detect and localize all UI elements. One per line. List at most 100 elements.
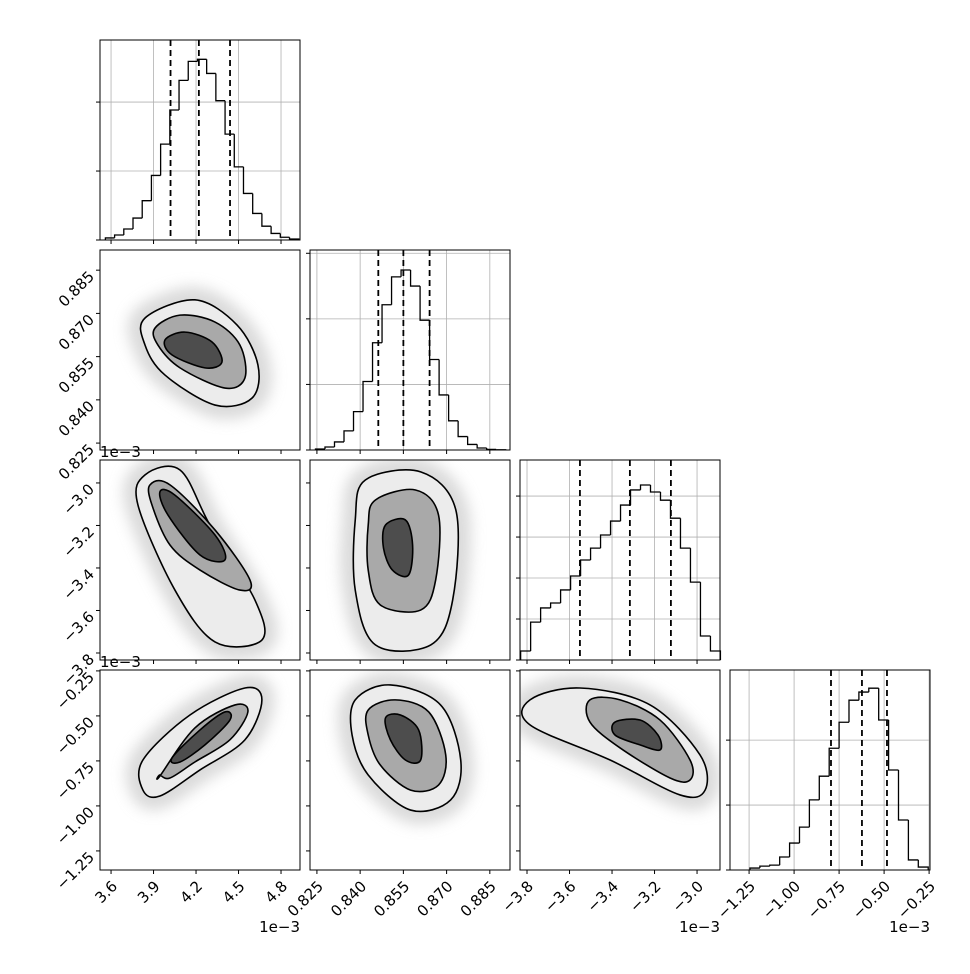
histogram-step bbox=[279, 233, 290, 238]
contour bbox=[158, 488, 227, 563]
histogram-step bbox=[709, 636, 722, 660]
histogram-step bbox=[113, 234, 124, 238]
histogram-step bbox=[907, 820, 919, 861]
histogram-step bbox=[123, 228, 134, 235]
y-tick-label: −1.25 bbox=[53, 848, 98, 893]
x-tick-label: −0.25 bbox=[894, 877, 939, 922]
histogram-step bbox=[569, 575, 581, 590]
histogram-step bbox=[749, 867, 760, 870]
histogram-step bbox=[270, 226, 281, 235]
x-tick-label: −3.2 bbox=[626, 877, 664, 915]
histogram-step bbox=[371, 342, 383, 382]
histogram-step bbox=[419, 286, 430, 321]
y-tick-label: 0.870 bbox=[55, 311, 98, 354]
axes-frame bbox=[519, 669, 721, 871]
histogram-step bbox=[178, 79, 189, 110]
x-offset-label: 1e−3 bbox=[259, 918, 300, 936]
histogram-step bbox=[324, 446, 335, 450]
histogram-step bbox=[486, 448, 497, 450]
axes-frame bbox=[309, 459, 511, 661]
histogram-step bbox=[224, 100, 235, 135]
histogram-step bbox=[779, 856, 790, 866]
histogram-step bbox=[141, 200, 152, 219]
histogram-step bbox=[887, 720, 899, 771]
x-tick-label: 0.870 bbox=[414, 877, 457, 920]
histogram-step bbox=[400, 269, 411, 277]
histogram-step bbox=[549, 602, 561, 608]
y-tick-label: −3.6 bbox=[60, 608, 98, 646]
density-panel bbox=[125, 674, 275, 811]
histogram-step bbox=[619, 504, 631, 522]
histogram-step bbox=[233, 134, 244, 168]
contour bbox=[384, 713, 423, 764]
contour bbox=[170, 710, 233, 764]
x-offset-label: 1e−3 bbox=[889, 918, 930, 936]
density-panel bbox=[127, 286, 273, 420]
histogram-step bbox=[539, 607, 551, 623]
axes-frame bbox=[99, 249, 301, 451]
histogram-step bbox=[132, 217, 143, 229]
contour bbox=[163, 331, 223, 369]
histogram-step bbox=[798, 826, 810, 844]
histogram-step bbox=[838, 721, 849, 749]
histogram-step bbox=[609, 520, 621, 535]
y-offset-label: 1e−3 bbox=[100, 653, 141, 671]
x-tick-label: 3.9 bbox=[134, 877, 164, 907]
histogram-step bbox=[649, 485, 661, 493]
y-tick-label: −3.0 bbox=[60, 480, 98, 518]
histogram-step bbox=[215, 73, 226, 102]
histogram-step bbox=[252, 193, 262, 215]
histogram-step bbox=[390, 276, 402, 305]
histogram-step bbox=[599, 534, 611, 549]
histogram-step bbox=[868, 687, 879, 693]
histogram-step bbox=[659, 491, 671, 501]
histogram-step bbox=[333, 441, 345, 447]
x-tick-label: 3.6 bbox=[91, 877, 121, 907]
histogram-step bbox=[639, 484, 651, 490]
histogram-step bbox=[381, 304, 392, 343]
histogram-step bbox=[352, 410, 364, 431]
histogram-step bbox=[699, 582, 711, 637]
x-tick-label: 4.2 bbox=[176, 877, 206, 907]
histogram-step bbox=[828, 747, 840, 777]
histogram-step bbox=[669, 500, 681, 519]
y-tick-label: 0.855 bbox=[55, 354, 98, 397]
histogram-step bbox=[206, 59, 216, 75]
histogram-step bbox=[878, 688, 889, 721]
x-tick-label: −1.25 bbox=[714, 877, 759, 922]
histogram-step bbox=[457, 420, 468, 438]
histogram-step bbox=[529, 621, 541, 651]
histogram-step bbox=[242, 166, 253, 195]
histogram-step bbox=[897, 770, 909, 821]
y-offset-label: 1e−3 bbox=[100, 443, 141, 461]
histogram-step bbox=[409, 270, 421, 287]
histogram-step bbox=[428, 320, 440, 361]
y-tick-label: −0.50 bbox=[53, 713, 98, 758]
x-tick-label: 0.840 bbox=[327, 877, 370, 920]
axes-frame bbox=[99, 669, 301, 871]
x-tick-label: 0.825 bbox=[284, 877, 327, 920]
axes-frame bbox=[519, 459, 721, 661]
histogram-step bbox=[848, 699, 859, 723]
contour bbox=[611, 718, 663, 752]
x-tick-label: 0.855 bbox=[370, 877, 413, 920]
histogram-step bbox=[858, 691, 869, 701]
histogram-step bbox=[579, 559, 591, 576]
x-tick-label: −0.50 bbox=[849, 877, 894, 922]
histogram-step bbox=[917, 859, 929, 870]
histogram-step bbox=[808, 799, 820, 828]
x-tick-label: −3.4 bbox=[584, 877, 622, 915]
histogram-step bbox=[769, 864, 780, 867]
histogram-step bbox=[261, 213, 272, 227]
y-tick-label: 0.885 bbox=[55, 267, 98, 310]
x-tick-label: 4.5 bbox=[219, 877, 249, 907]
axes-frame bbox=[99, 39, 301, 241]
x-tick-label: −0.75 bbox=[804, 877, 849, 922]
x-offset-label: 1e−3 bbox=[679, 918, 720, 936]
y-tick-label: −3.4 bbox=[60, 565, 98, 603]
histogram-step bbox=[559, 589, 571, 604]
histogram-step bbox=[629, 489, 641, 506]
histogram-step bbox=[150, 174, 161, 201]
x-tick-label: −3.8 bbox=[499, 877, 537, 915]
